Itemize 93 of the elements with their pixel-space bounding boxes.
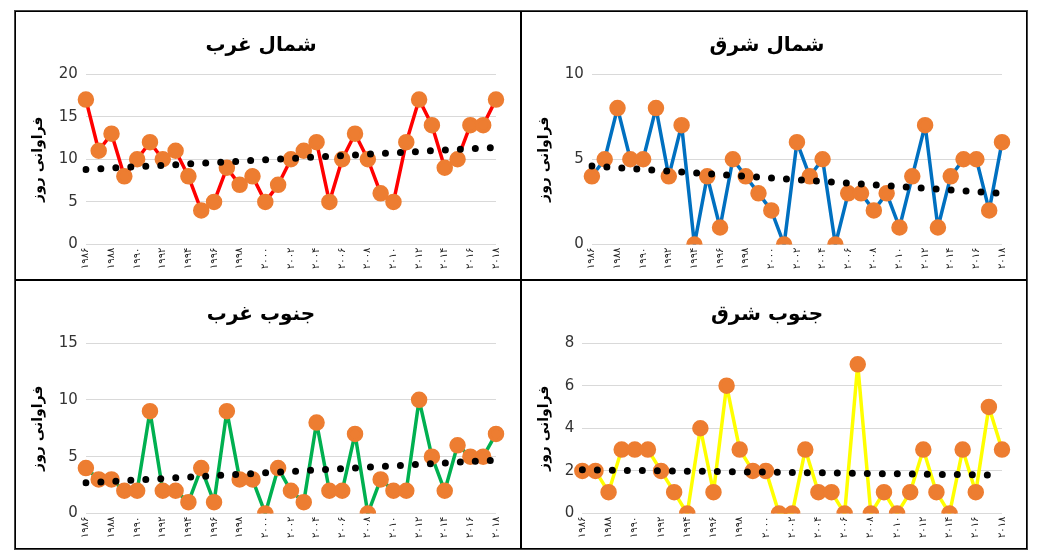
x-tick-label: ۲۰۰۲ <box>284 516 296 538</box>
y-tick-label: 8 <box>564 332 575 351</box>
y-axis-title: فراوانی روز <box>535 116 553 203</box>
x-tick-label: ۲۰۱۲ <box>412 247 424 269</box>
x-tick-label: ۱۹۸۸ <box>105 515 117 538</box>
x-tick-label: ۱۹۹۶ <box>707 516 719 538</box>
x-tick-label: ۲۰۰۰ <box>764 247 776 269</box>
chart-title: جنوب غرب <box>206 301 316 326</box>
x-tick-label: ۲۰۱۲ <box>918 247 930 269</box>
x-tick-label: ۱۹۸۸ <box>602 515 614 538</box>
y-tick-label: 20 <box>58 63 78 82</box>
x-tick-label: ۱۹۸۸ <box>105 246 117 269</box>
x-tick-label: ۱۹۸۸ <box>611 246 623 269</box>
x-tick-label: ۱۹۹۴ <box>680 516 692 538</box>
x-tick-label: ۱۹۹۸ <box>233 515 245 538</box>
x-tick-label: ۲۰۱۶ <box>969 516 981 538</box>
x-tick-label: ۲۰۰۴ <box>816 247 828 269</box>
x-tick-label: ۱۹۹۴ <box>182 247 194 269</box>
y-tick-label: 10 <box>58 389 78 408</box>
x-tick-label: ۱۹۹۶ <box>713 247 725 269</box>
x-tick-label: ۱۹۹۰ <box>628 516 640 538</box>
x-tick-label: ۲۰۰۴ <box>811 516 823 538</box>
x-tick-label: ۱۹۸۶ <box>585 247 597 269</box>
x-tick-label: ۲۰۰۸ <box>864 515 876 538</box>
x-tick-label: ۲۰۱۰ <box>387 247 399 269</box>
y-axis-title: فراوانی روز <box>29 116 47 203</box>
chart-title: شمال شرق <box>709 32 825 57</box>
x-tick-label: ۱۹۹۸ <box>733 515 745 538</box>
x-tick-label: ۲۰۱۸ <box>995 515 1007 538</box>
x-tick-label: ۲۰۰۶ <box>335 516 347 538</box>
x-tick-label: ۲۰۰۴ <box>310 247 322 269</box>
y-tick-label: 10 <box>564 63 584 82</box>
x-tick-label: ۲۰۰۶ <box>335 247 347 269</box>
x-tick-label: ۲۰۰۶ <box>841 247 853 269</box>
x-tick-label: ۲۰۰۸ <box>867 246 879 269</box>
y-tick-label: 0 <box>574 234 584 253</box>
y-tick-label: 5 <box>574 149 584 168</box>
x-tick-label: ۲۰۱۶ <box>463 516 475 538</box>
x-tick-label: ۲۰۰۲ <box>284 247 296 269</box>
x-tick-label: ۲۰۰۸ <box>361 515 373 538</box>
x-tick-label: ۱۹۹۶ <box>207 516 219 538</box>
x-tick-label: ۱۹۹۴ <box>182 516 194 538</box>
y-tick-label: 0 <box>68 503 78 522</box>
y-tick-label: 0 <box>68 234 78 253</box>
y-tick-label: 5 <box>68 191 78 210</box>
x-tick-label: ۱۹۹۲ <box>156 247 168 269</box>
x-tick-label: ۲۰۰۴ <box>310 516 322 538</box>
x-tick-label: ۲۰۱۴ <box>943 516 955 538</box>
x-tick-label: ۲۰۰۶ <box>838 516 850 538</box>
y-axis-title: فراوانی روز <box>29 385 47 472</box>
x-tick-label: ۲۰۱۸ <box>489 515 501 538</box>
x-tick-label: ۲۰۱۶ <box>463 247 475 269</box>
x-tick-label: ۱۹۹۰ <box>636 247 648 269</box>
x-tick-label: ۲۰۱۸ <box>489 246 501 269</box>
x-tick-label: ۱۹۹۲ <box>662 247 674 269</box>
x-tick-label: ۱۹۹۰ <box>130 247 142 269</box>
chart-title: شمال غرب <box>205 32 317 57</box>
y-tick-label: 15 <box>58 332 78 351</box>
x-tick-label: ۲۰۱۸ <box>995 246 1007 269</box>
x-tick-label: ۲۰۱۴ <box>944 247 956 269</box>
x-tick-label: ۱۹۹۰ <box>130 516 142 538</box>
x-tick-label: ۱۹۹۸ <box>233 246 245 269</box>
y-tick-label: 6 <box>564 375 575 394</box>
y-tick-label: 10 <box>58 149 78 168</box>
x-tick-label: ۱۹۹۸ <box>739 246 751 269</box>
x-tick-label: ۲۰۱۰ <box>890 516 902 538</box>
x-tick-label: ۱۹۸۶ <box>79 247 91 269</box>
y-axis-title: فراوانی روز <box>535 385 553 472</box>
x-tick-label: ۱۹۸۶ <box>575 516 587 538</box>
chart-title: جنوب شرق <box>710 301 824 326</box>
y-tick-label: 0 <box>564 503 575 522</box>
y-tick-label: 4 <box>564 418 575 437</box>
x-tick-label: ۱۹۹۲ <box>156 516 168 538</box>
y-tick-label: 2 <box>564 460 575 479</box>
x-tick-label: ۲۰۱۰ <box>387 516 399 538</box>
x-tick-label: ۱۹۹۲ <box>654 516 666 538</box>
x-tick-label: ۲۰۰۰ <box>759 516 771 538</box>
x-tick-label: ۱۹۹۴ <box>688 247 700 269</box>
x-tick-label: ۲۰۰۲ <box>790 247 802 269</box>
x-tick-label: ۲۰۱۴ <box>438 516 450 538</box>
x-tick-label: ۱۹۸۶ <box>79 516 91 538</box>
x-tick-label: ۲۰۰۲ <box>785 516 797 538</box>
x-tick-label: ۲۰۰۰ <box>258 247 270 269</box>
y-tick-label: 15 <box>58 106 78 125</box>
x-tick-label: ۲۰۱۴ <box>438 247 450 269</box>
x-tick-label: ۲۰۱۲ <box>916 516 928 538</box>
y-tick-label: 5 <box>68 446 78 465</box>
x-tick-label: ۲۰۱۰ <box>893 247 905 269</box>
x-tick-label: ۲۰۱۶ <box>969 247 981 269</box>
x-tick-label: ۲۰۰۸ <box>361 246 373 269</box>
x-tick-label: ۲۰۱۲ <box>412 516 424 538</box>
x-tick-label: ۱۹۹۶ <box>207 247 219 269</box>
x-tick-label: ۲۰۰۰ <box>258 516 270 538</box>
